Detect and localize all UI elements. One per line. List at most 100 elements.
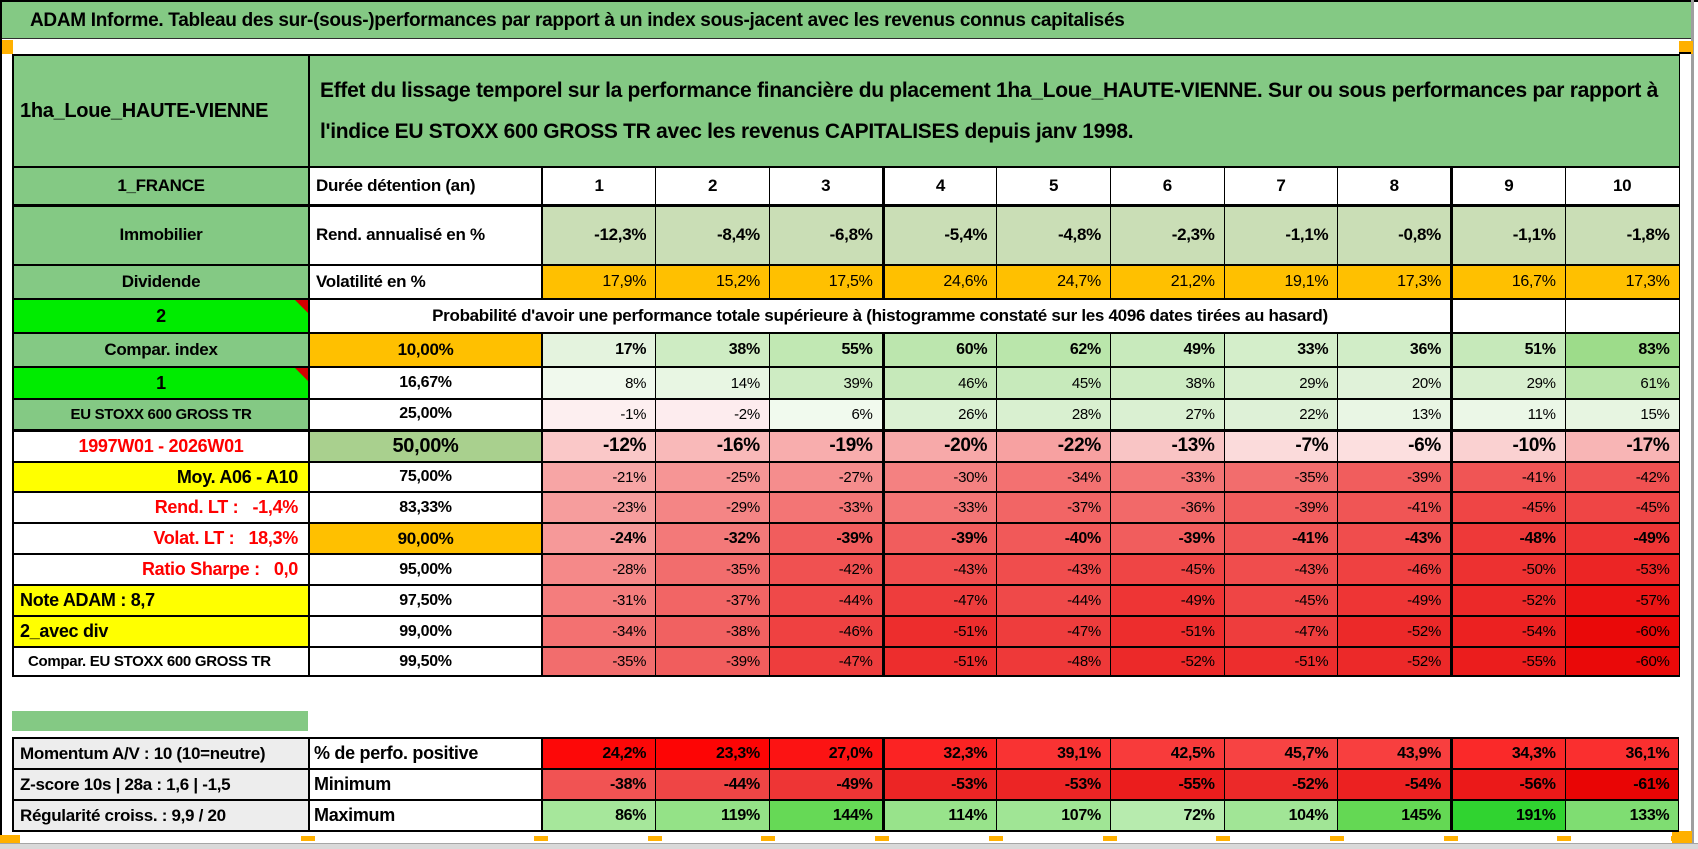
data-cell[interactable]: -49% [1564,522,1680,555]
column-header[interactable]: 10 [1564,166,1680,207]
data-cell[interactable]: -53% [1564,553,1680,586]
portfolio-name[interactable]: 1ha_Loue_HAUTE-VIENNE [12,54,310,168]
data-cell[interactable]: -7% [1223,429,1339,463]
data-cell[interactable]: -43% [996,553,1111,586]
data-cell[interactable]: -36% [1109,491,1225,524]
data-cell[interactable]: -27% [768,461,885,493]
data-cell[interactable]: -20% [882,429,998,463]
data-cell[interactable]: -51% [882,646,998,677]
data-cell[interactable]: -54% [1451,615,1566,648]
data-cell[interactable]: -61% [1564,768,1680,801]
data-cell[interactable]: 15,2% [655,264,770,300]
data-cell[interactable]: 107% [996,799,1111,832]
data-cell[interactable]: -52% [1337,646,1453,677]
data-cell[interactable]: 49% [1109,332,1225,368]
row-label[interactable]: Z-score 10s | 28a : 1,6 | -1,5 [12,768,310,801]
data-cell[interactable]: 22% [1223,398,1339,432]
data-cell[interactable]: -43% [1223,553,1339,586]
data-cell[interactable]: -12,3% [541,204,657,266]
data-cell[interactable]: 36,1% [1564,737,1680,770]
data-cell[interactable]: -44% [768,584,885,617]
data-cell[interactable]: 19,1% [1223,264,1339,300]
column-header[interactable]: 5 [996,166,1111,207]
data-cell[interactable]: 72% [1109,799,1225,832]
data-cell[interactable]: 33% [1223,332,1339,368]
data-cell[interactable]: -49% [1337,584,1453,617]
data-cell[interactable]: 21,2% [1109,264,1225,300]
row-header[interactable]: Maximum [308,799,543,832]
row-header[interactable]: 50,00% [308,429,543,463]
data-cell[interactable]: -47% [1223,615,1339,648]
data-cell[interactable]: -55% [1451,646,1566,677]
data-cell[interactable]: -60% [1564,646,1680,677]
data-cell[interactable]: -45% [1564,491,1680,524]
data-cell[interactable]: -44% [655,768,770,801]
table-description[interactable]: Effet du lissage temporel sur la perform… [308,54,1680,168]
row-header[interactable]: 10,00% [308,332,543,368]
column-header[interactable]: 8 [1337,166,1453,207]
data-cell[interactable]: -39% [882,522,998,555]
row-header[interactable]: 16,67% [308,366,543,400]
column-header[interactable]: 6 [1109,166,1225,207]
row-header[interactable]: % de perfo. positive [308,737,543,770]
row-label[interactable]: 1997W01 - 2026W01 [12,429,310,463]
row-label[interactable]: Rend. LT : -1,4% [12,491,310,524]
data-cell[interactable]: 24,2% [541,737,657,770]
data-cell[interactable]: -0,8% [1337,204,1453,266]
data-cell[interactable]: -34% [996,461,1111,493]
data-cell[interactable]: -23% [541,491,657,524]
data-cell[interactable]: 32,3% [882,737,998,770]
data-cell[interactable]: 114% [882,799,998,832]
data-cell[interactable]: -17% [1564,429,1680,463]
data-cell[interactable]: -13% [1109,429,1225,463]
data-cell[interactable]: 133% [1564,799,1680,832]
data-cell[interactable]: 144% [768,799,885,832]
data-cell[interactable]: -28% [541,553,657,586]
data-cell[interactable]: -55% [1109,768,1225,801]
data-cell[interactable]: -2% [655,398,770,432]
data-cell[interactable]: 17,9% [541,264,657,300]
data-cell[interactable]: -46% [1337,553,1453,586]
data-cell[interactable]: -1,8% [1564,204,1680,266]
data-cell[interactable]: -16% [655,429,770,463]
data-cell[interactable]: 191% [1451,799,1566,832]
row-label[interactable]: Compar. index [12,332,310,368]
column-header[interactable]: 9 [1451,166,1566,207]
data-cell[interactable]: -1% [541,398,657,432]
data-cell[interactable]: 11% [1451,398,1566,432]
data-cell[interactable]: -45% [1451,491,1566,524]
data-cell[interactable]: 83% [1564,332,1680,368]
data-cell[interactable]: -12% [541,429,657,463]
data-cell[interactable]: -37% [996,491,1111,524]
data-cell[interactable]: -34% [541,615,657,648]
data-cell[interactable]: 39% [768,366,885,400]
empty-cell[interactable] [1451,298,1566,334]
data-cell[interactable]: 16,7% [1451,264,1566,300]
row-header[interactable]: 83,33% [308,491,543,524]
data-cell[interactable]: -33% [882,491,998,524]
column-header[interactable]: 4 [882,166,998,207]
data-cell[interactable]: -21% [541,461,657,493]
data-cell[interactable]: -48% [1451,522,1566,555]
data-cell[interactable]: -60% [1564,615,1680,648]
row-header[interactable]: 75,00% [308,461,543,493]
data-cell[interactable]: 34,3% [1451,737,1566,770]
empty-cell[interactable] [1564,298,1680,334]
data-cell[interactable]: 38% [1109,366,1225,400]
data-cell[interactable]: 43,9% [1337,737,1453,770]
data-cell[interactable]: -45% [1223,584,1339,617]
data-cell[interactable]: -52% [1109,646,1225,677]
row-label[interactable]: Immobilier [12,204,310,266]
data-cell[interactable]: -35% [1223,461,1339,493]
row-header[interactable]: Volatilité en % [308,264,543,300]
data-cell[interactable]: -22% [996,429,1111,463]
data-cell[interactable]: 28% [996,398,1111,432]
row-header[interactable]: 95,00% [308,553,543,586]
data-cell[interactable]: 17% [541,332,657,368]
data-cell[interactable]: 15% [1564,398,1680,432]
data-cell[interactable]: -44% [996,584,1111,617]
data-cell[interactable]: 26% [882,398,998,432]
column-header[interactable]: 3 [768,166,885,207]
data-cell[interactable]: -53% [882,768,998,801]
data-cell[interactable]: -45% [1109,553,1225,586]
